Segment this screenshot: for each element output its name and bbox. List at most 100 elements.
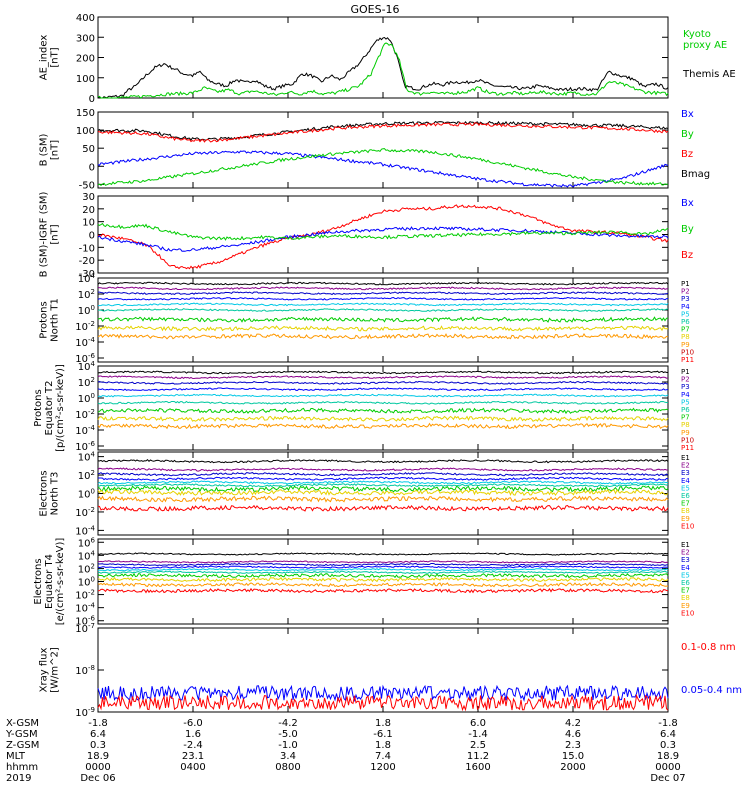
legend-p4: P4 [681, 303, 690, 311]
y-tick-label: 104 [78, 360, 96, 373]
y-axis-label: Protons [33, 389, 44, 426]
legend-p11: P11 [681, 356, 694, 364]
series-line-e3 [97, 472, 669, 477]
y-axis-label: [nT] [50, 47, 61, 67]
legend-e3: E3 [681, 469, 690, 477]
legend-themis-ae: Themis AE [682, 69, 736, 80]
y-tick-label: -10 [79, 243, 95, 254]
y-tick-label: 102 [78, 288, 95, 301]
panel-6 [97, 451, 669, 536]
legend-p2: P2 [681, 376, 690, 384]
xaxis-value: 6.0 [470, 718, 486, 729]
series-line-p2 [97, 286, 669, 291]
xaxis-value: 4.6 [565, 729, 581, 740]
series-line-e7 [97, 485, 669, 493]
y-tick-label: 104 [78, 272, 96, 285]
series-line-e5 [97, 568, 669, 572]
y-axis-label: North T1 [50, 298, 61, 342]
xaxis-value: 6.4 [660, 729, 676, 740]
legend-e6: E6 [681, 579, 690, 587]
series-line-p5 [97, 393, 669, 398]
series-line-e8 [97, 488, 669, 497]
series-line-p2 [97, 375, 669, 380]
y-axis-label: Equator T2 [44, 381, 55, 436]
y-tick-label: 10-2 [75, 589, 95, 602]
legend-bz: Bz [681, 149, 693, 160]
xaxis-value: 2.3 [565, 740, 581, 751]
xaxis-row-label: X-GSM [6, 718, 39, 729]
legend-kyoto: Kyoto [683, 29, 711, 40]
legend-e8: E8 [681, 507, 690, 515]
y-axis-label: [p/(cm²-s-sr-keV)] [55, 364, 66, 452]
y-tick-label: 50 [82, 144, 95, 155]
series-line-e1 [97, 459, 669, 464]
xaxis-value: 2.5 [470, 740, 486, 751]
series-line-p8 [97, 415, 669, 422]
y-axis-label: Electrons [33, 558, 44, 604]
y-tick-label: 10-7 [75, 622, 95, 635]
xaxis-value: 3.4 [280, 751, 296, 762]
legend-e10: E10 [681, 609, 694, 617]
legend-e7: E7 [681, 500, 690, 508]
series-line-p3 [98, 291, 669, 296]
y-tick-label: 10-6 [75, 440, 95, 453]
y-tick-label: 30 [82, 192, 95, 203]
xaxis-value: 0400 [180, 762, 205, 773]
legend-e4: E4 [681, 477, 690, 485]
y-tick-label: 300 [76, 33, 95, 44]
legend-p7: P7 [681, 326, 690, 334]
panel-7 [97, 538, 669, 625]
xaxis-value: 0800 [275, 762, 300, 773]
xaxis-value: 1.8 [375, 740, 391, 751]
legend-p11: P11 [681, 444, 694, 452]
series-line-p1 [97, 370, 669, 375]
series-line-e1 [97, 552, 669, 556]
legend-p10: P10 [681, 436, 694, 444]
legend-p7: P7 [681, 414, 690, 422]
y-tick-label: 100 [78, 576, 95, 589]
series-line-by [97, 222, 669, 241]
series-line-e6 [97, 570, 669, 574]
panel-frame [97, 627, 669, 713]
xaxis-value: 15.0 [562, 751, 584, 762]
panel-2 [97, 111, 669, 189]
series-line-0-05-0-4-nm [97, 693, 669, 712]
y-axis-label: [nT] [50, 224, 61, 244]
series-line-p1 [97, 281, 669, 286]
xaxis-row-label: Z-GSM [6, 740, 39, 751]
series-line-p4 [97, 387, 669, 392]
legend-e9: E9 [681, 515, 690, 523]
y-axis-label: [W/m^2] [50, 647, 61, 693]
xaxis-row-label: MLT [6, 751, 26, 762]
y-axis-label: AE_index [39, 35, 50, 81]
legend-p1: P1 [681, 280, 690, 288]
panel-4 [97, 277, 669, 363]
y-tick-label: 104 [78, 549, 96, 562]
xaxis-value: 6.4 [90, 729, 106, 740]
legend-p5: P5 [681, 398, 690, 406]
panel-1 [97, 16, 669, 99]
y-tick-label: 10-4 [75, 602, 95, 615]
series-line-p7 [97, 407, 669, 415]
xaxis-value: -5.0 [278, 729, 298, 740]
xaxis-value: 1600 [465, 762, 490, 773]
panel-frame [97, 16, 669, 99]
series-line-0-1-0-8-nm [97, 684, 669, 703]
y-tick-label: 400 [76, 13, 95, 24]
y-tick-label: 102 [78, 562, 95, 575]
panel-8 [97, 627, 669, 713]
y-tick-label: 100 [78, 304, 95, 317]
legend-p3: P3 [681, 383, 690, 391]
legend-e3: E3 [681, 556, 690, 564]
series-line-e2 [97, 467, 668, 472]
legend-p6: P6 [681, 406, 690, 414]
series-line-p9 [97, 333, 669, 340]
xaxis-value: 18.9 [87, 751, 109, 762]
series-line-e9 [97, 581, 668, 588]
y-axis-label: Xray flux [39, 648, 50, 693]
series-line-bz [97, 204, 669, 270]
legend-bx: Bx [681, 198, 694, 209]
series-line-e10 [97, 504, 669, 512]
y-tick-label: 102 [78, 376, 95, 389]
legend-e5: E5 [681, 571, 690, 579]
